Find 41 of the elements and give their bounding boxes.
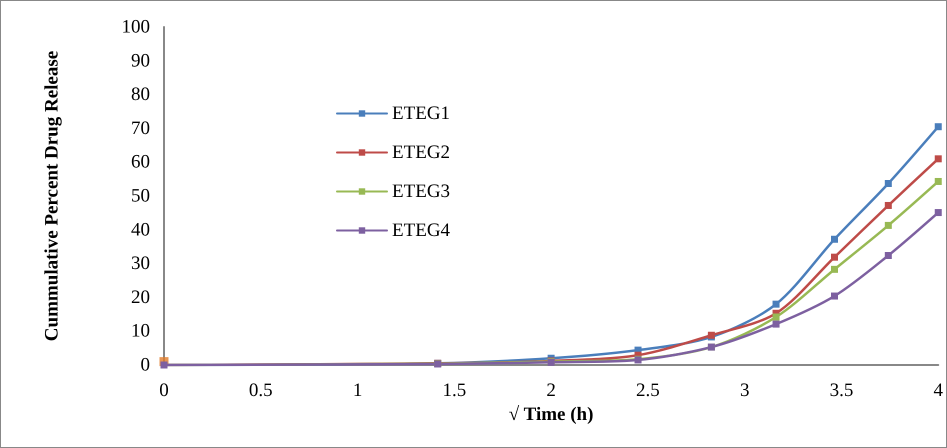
x-axis-title: √ Time (h): [508, 404, 594, 425]
legend-label: ETEG2: [392, 142, 450, 163]
x-tick-label: 3.5: [830, 380, 854, 401]
point: [884, 180, 892, 187]
point: [831, 266, 838, 273]
point: [934, 209, 942, 216]
legend-label: ETEG1: [392, 103, 450, 124]
x-tick-label: 2.5: [636, 380, 660, 401]
x-tick-label: 0.5: [248, 380, 273, 401]
y-tick-label: 80: [131, 84, 150, 106]
y-tick-label: 30: [131, 253, 150, 274]
point: [884, 202, 892, 209]
x-tick-label: 1: [352, 380, 362, 401]
y-tick-label: 90: [131, 50, 150, 72]
point: [934, 123, 942, 130]
y-tick-label: 20: [131, 286, 150, 308]
point: [831, 254, 838, 261]
point: [884, 252, 892, 259]
point: [831, 236, 838, 243]
y-axis-title: Cummulative Percent Drug Release: [42, 50, 62, 342]
point: [934, 178, 942, 185]
point: [831, 292, 838, 300]
point: [884, 222, 892, 229]
y-tick-label: 0: [140, 354, 150, 376]
y-tick-label: 40: [131, 219, 150, 240]
y-tick-label: 100: [122, 16, 150, 38]
legend-label: ETEG3: [392, 181, 450, 202]
x-tick-label: 4: [934, 380, 944, 401]
point: [934, 155, 942, 162]
legend-label: ETEG4: [392, 220, 451, 241]
x-tick-label: 0: [159, 380, 169, 401]
x-tick-label: 2: [546, 380, 556, 401]
point: [772, 314, 780, 321]
x-tick-label: 1.5: [442, 380, 466, 401]
y-tick-label: 70: [131, 118, 150, 139]
y-tick-label: 50: [131, 186, 150, 206]
y-tick-label: 60: [131, 152, 150, 173]
y-tick-label: 10: [131, 320, 150, 342]
x-tick-label: 3: [740, 380, 750, 401]
point: [772, 300, 780, 308]
point: [772, 320, 780, 328]
